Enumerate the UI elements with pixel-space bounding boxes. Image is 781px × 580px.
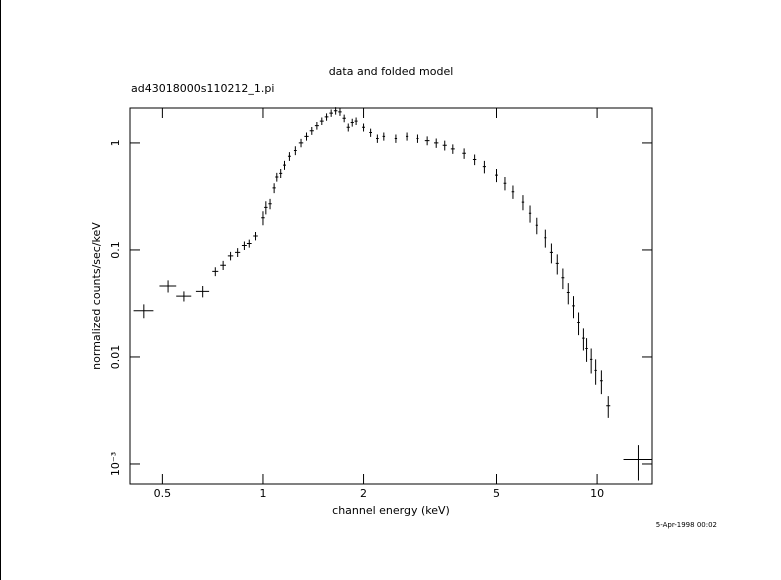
data-point — [561, 268, 565, 290]
data-point — [195, 286, 210, 298]
data-point — [227, 251, 234, 261]
data-point — [362, 123, 365, 132]
data-point — [354, 117, 358, 126]
data-point — [549, 243, 553, 264]
y-tick-label: 10⁻³ — [109, 452, 122, 476]
data-point — [594, 359, 597, 385]
x-tick-label: 0.5 — [154, 487, 172, 500]
data-point — [261, 211, 265, 226]
data-point — [394, 134, 398, 143]
data-point — [333, 107, 338, 115]
data-point — [416, 134, 419, 143]
x-tick-label: 2 — [360, 487, 367, 500]
data-point — [346, 123, 350, 132]
data-point — [212, 267, 219, 277]
data-point — [589, 348, 593, 374]
data-point — [293, 146, 297, 156]
data-point — [264, 201, 268, 215]
data-point — [342, 114, 346, 123]
data-point — [521, 195, 525, 211]
data-point — [424, 136, 430, 146]
x-tick-label: 10 — [590, 487, 604, 500]
data-point — [350, 118, 354, 127]
data-point — [623, 445, 652, 481]
data-point — [309, 126, 314, 135]
chart-title: data and folded model — [329, 65, 454, 78]
data-point — [406, 132, 409, 141]
plot-frame — [129, 107, 653, 485]
data-point — [535, 217, 538, 235]
data-point — [314, 121, 319, 130]
data-point — [241, 241, 247, 250]
data-point — [599, 370, 603, 395]
data-point — [462, 148, 466, 159]
data-point — [133, 304, 154, 319]
data-point — [329, 109, 333, 117]
data-point — [503, 177, 507, 191]
data-point — [220, 260, 226, 270]
data-point — [338, 108, 342, 116]
data-point — [382, 132, 386, 141]
y-tick-label: 0.01 — [109, 345, 122, 370]
data-point — [566, 283, 570, 305]
data-point — [511, 185, 515, 199]
data-point — [606, 396, 611, 418]
data-point — [287, 152, 291, 161]
data-point — [319, 117, 324, 126]
data-point — [495, 169, 498, 183]
y-tick-label: 0.1 — [109, 241, 122, 259]
data-point — [279, 169, 283, 179]
data-point — [304, 132, 309, 141]
data-point — [585, 338, 588, 362]
data-point — [298, 138, 304, 148]
data-point — [376, 134, 379, 143]
data-point — [572, 296, 575, 319]
data-point — [528, 205, 532, 223]
chart-subtitle: ad43018000s110212_1.pi — [131, 82, 274, 95]
data-point — [272, 183, 276, 194]
x-tick-label: 1 — [259, 487, 266, 500]
data-point — [246, 239, 252, 248]
data-point — [159, 280, 177, 293]
data-point — [235, 248, 241, 257]
data-point — [472, 154, 477, 166]
data-point — [275, 172, 279, 182]
y-tick-label: 1 — [109, 139, 122, 146]
data-point — [176, 291, 192, 302]
data-point — [577, 312, 580, 336]
data-point — [433, 138, 439, 148]
data-point — [450, 144, 455, 154]
data-point — [582, 328, 585, 351]
data-point — [282, 160, 286, 170]
x-axis-label: channel energy (keV) — [332, 504, 450, 517]
y-axis-label: normalized counts/sec/keV — [90, 222, 103, 370]
data-point — [544, 229, 547, 248]
data-point — [324, 113, 329, 121]
data-point — [482, 160, 486, 174]
data-point — [268, 198, 272, 210]
data-point — [369, 128, 372, 137]
timestamp: 5-Apr-1998 00:02 — [656, 521, 717, 529]
data-point — [555, 254, 559, 275]
data-point — [253, 232, 258, 241]
x-tick-label: 5 — [493, 487, 500, 500]
data-point — [442, 140, 447, 151]
